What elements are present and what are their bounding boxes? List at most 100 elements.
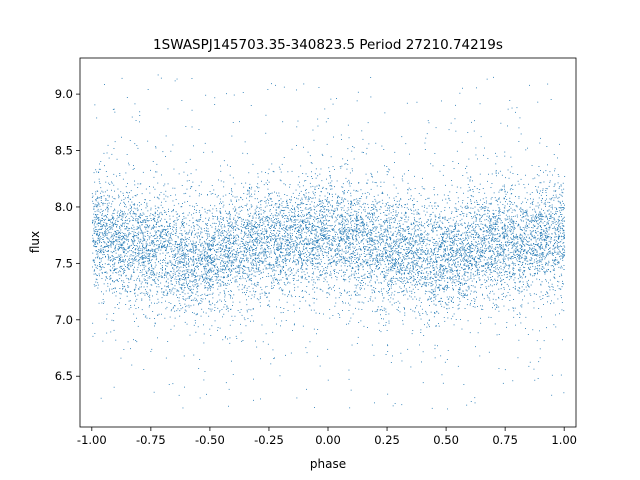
data-point bbox=[455, 227, 456, 229]
data-point bbox=[183, 277, 184, 278]
data-point bbox=[351, 262, 353, 264]
data-point bbox=[228, 388, 230, 390]
data-point bbox=[334, 169, 335, 170]
data-point bbox=[386, 243, 388, 244]
data-point bbox=[330, 188, 332, 190]
data-point bbox=[242, 292, 244, 294]
data-point bbox=[174, 220, 176, 221]
data-point bbox=[224, 239, 225, 240]
data-point bbox=[561, 302, 563, 303]
data-point bbox=[433, 296, 435, 298]
data-point bbox=[257, 235, 259, 237]
data-point bbox=[227, 310, 229, 312]
data-point bbox=[154, 262, 156, 264]
data-point bbox=[296, 230, 298, 232]
data-point bbox=[494, 240, 496, 241]
data-point bbox=[342, 223, 344, 225]
data-point bbox=[494, 222, 496, 224]
data-point bbox=[259, 293, 261, 295]
data-point bbox=[161, 245, 163, 247]
data-point bbox=[430, 220, 431, 222]
data-point bbox=[477, 250, 478, 252]
data-point bbox=[550, 199, 552, 201]
data-point bbox=[430, 219, 432, 221]
data-point bbox=[521, 262, 523, 264]
data-point bbox=[189, 286, 190, 287]
data-point bbox=[473, 239, 475, 240]
data-point bbox=[436, 267, 438, 269]
data-point bbox=[395, 302, 397, 303]
data-point bbox=[265, 202, 267, 204]
data-point bbox=[519, 313, 521, 315]
data-point bbox=[183, 258, 185, 260]
data-point bbox=[497, 250, 499, 252]
data-point bbox=[489, 273, 491, 275]
data-point bbox=[187, 292, 189, 294]
data-point bbox=[467, 132, 469, 133]
data-point bbox=[236, 249, 238, 251]
data-point bbox=[439, 290, 440, 291]
data-point bbox=[330, 177, 331, 179]
data-point bbox=[314, 282, 316, 284]
data-point bbox=[276, 206, 278, 208]
data-point bbox=[340, 230, 341, 232]
data-point bbox=[140, 230, 142, 231]
data-point bbox=[462, 244, 464, 246]
data-point bbox=[503, 258, 505, 260]
data-point bbox=[371, 241, 373, 242]
data-point bbox=[341, 269, 343, 271]
data-point bbox=[368, 247, 370, 249]
data-point bbox=[517, 242, 519, 244]
data-point bbox=[353, 277, 355, 279]
data-point bbox=[306, 291, 307, 293]
data-point bbox=[436, 251, 438, 253]
data-point bbox=[484, 219, 486, 221]
data-point bbox=[523, 243, 524, 245]
data-point bbox=[394, 151, 396, 153]
data-point bbox=[302, 173, 304, 174]
data-point bbox=[114, 257, 116, 258]
data-point bbox=[305, 242, 307, 244]
data-point bbox=[202, 275, 203, 277]
data-point bbox=[442, 255, 444, 257]
data-point bbox=[475, 237, 476, 238]
data-point bbox=[147, 225, 148, 227]
data-point bbox=[286, 233, 288, 235]
data-point bbox=[514, 184, 516, 186]
data-point bbox=[438, 256, 440, 258]
data-point bbox=[308, 217, 310, 219]
data-point bbox=[427, 252, 429, 254]
data-point bbox=[276, 192, 277, 194]
data-point bbox=[321, 224, 322, 226]
data-point bbox=[397, 271, 399, 273]
data-point bbox=[112, 221, 113, 223]
data-point bbox=[144, 226, 146, 228]
data-point bbox=[261, 244, 262, 246]
data-point bbox=[539, 215, 541, 217]
data-point bbox=[299, 186, 301, 188]
data-point bbox=[407, 237, 408, 239]
data-point bbox=[559, 212, 561, 213]
data-point bbox=[138, 231, 140, 233]
data-point bbox=[321, 200, 323, 201]
data-point bbox=[240, 323, 241, 325]
data-point bbox=[105, 272, 106, 273]
data-point bbox=[248, 230, 250, 232]
data-point bbox=[141, 209, 142, 211]
data-point bbox=[463, 269, 465, 270]
data-point bbox=[149, 297, 151, 299]
data-point bbox=[555, 259, 557, 261]
data-point bbox=[321, 274, 323, 275]
data-point bbox=[457, 209, 459, 211]
data-point bbox=[123, 211, 125, 213]
data-point bbox=[331, 215, 333, 217]
data-point bbox=[382, 240, 384, 242]
data-point bbox=[214, 265, 216, 266]
data-point bbox=[413, 272, 415, 273]
data-point bbox=[288, 239, 289, 241]
data-point bbox=[302, 247, 304, 249]
data-point bbox=[334, 250, 336, 251]
data-point bbox=[509, 220, 511, 222]
data-point bbox=[351, 243, 353, 245]
data-point bbox=[358, 182, 360, 184]
